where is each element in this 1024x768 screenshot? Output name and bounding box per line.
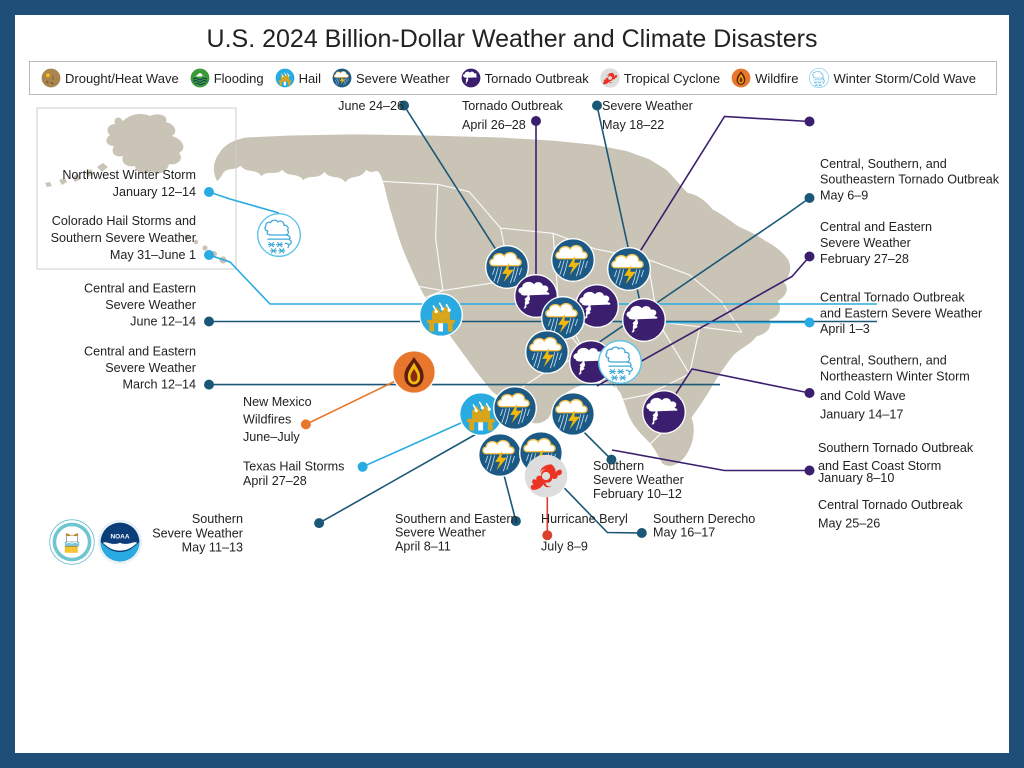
svg-text:Wildfires: Wildfires [243, 413, 291, 427]
svg-text:April 27–28: April 27–28 [243, 474, 307, 488]
svg-text:Texas Hail Storms: Texas Hail Storms [243, 459, 344, 473]
svg-text:Southern Tornado Outbreak: Southern Tornado Outbreak [818, 441, 974, 455]
svg-text:Southern: Southern [192, 512, 243, 526]
svg-text:June 12–14: June 12–14 [130, 315, 196, 329]
svg-text:May 18–22: May 18–22 [602, 118, 664, 132]
svg-text:Colorado Hail Storms and: Colorado Hail Storms and [52, 214, 196, 228]
svg-text:Hurricane Beryl: Hurricane Beryl [541, 512, 628, 526]
svg-text:Central Tornado Outbreak: Central Tornado Outbreak [820, 290, 965, 304]
svg-text:Severe Weather: Severe Weather [152, 527, 243, 541]
svg-text:Northwest Winter Storm: Northwest Winter Storm [62, 168, 196, 182]
svg-text:Severe Weather: Severe Weather [593, 473, 684, 487]
svg-text:May 16–17: May 16–17 [653, 526, 715, 540]
svg-text:New Mexico: New Mexico [243, 395, 312, 409]
svg-text:Severe Weather: Severe Weather [105, 361, 196, 375]
svg-text:May 31–June 1: May 31–June 1 [110, 248, 196, 262]
svg-text:Severe Weather: Severe Weather [602, 99, 693, 113]
svg-text:Central and Eastern: Central and Eastern [820, 220, 932, 234]
svg-text:and Eastern Severe Weather: and Eastern Severe Weather [820, 306, 982, 320]
svg-text:January 8–10: January 8–10 [818, 471, 894, 485]
svg-text:May 25–26: May 25–26 [818, 516, 880, 530]
svg-text:February 27–28: February 27–28 [820, 252, 909, 266]
svg-text:February 10–12: February 10–12 [593, 487, 682, 501]
svg-text:May 6–9: May 6–9 [820, 189, 868, 203]
svg-text:July 8–9: July 8–9 [541, 540, 588, 554]
svg-text:May 11–13: May 11–13 [182, 541, 243, 555]
svg-text:Southern and Eastern: Southern and Eastern [395, 512, 518, 526]
svg-text:Southeastern Tornado Outbreak: Southeastern Tornado Outbreak [820, 173, 1000, 187]
svg-text:Severe Weather: Severe Weather [395, 526, 486, 540]
svg-text:Central and Eastern: Central and Eastern [84, 281, 196, 295]
svg-text:Southern Severe Weather: Southern Severe Weather [51, 231, 196, 245]
svg-text:April 26–28: April 26–28 [462, 118, 526, 132]
svg-text:January 12–14: January 12–14 [113, 185, 196, 199]
svg-text:April 8–11: April 8–11 [395, 540, 451, 554]
svg-text:June 24–26: June 24–26 [338, 99, 404, 113]
svg-text:June–July: June–July [243, 430, 300, 444]
svg-text:Central, Southern, and: Central, Southern, and [820, 157, 947, 171]
svg-text:Southern Derecho: Southern Derecho [653, 512, 755, 526]
svg-text:Central Tornado Outbreak: Central Tornado Outbreak [818, 498, 963, 512]
svg-text:Northeastern Winter Storm: Northeastern Winter Storm [820, 370, 970, 384]
svg-text:Southern: Southern [593, 459, 644, 473]
svg-text:Severe Weather: Severe Weather [820, 236, 911, 250]
svg-text:Tornado Outbreak: Tornado Outbreak [462, 99, 564, 113]
svg-text:and Cold Wave: and Cold Wave [820, 389, 906, 403]
svg-text:April 1–3: April 1–3 [820, 322, 870, 336]
svg-text:March 12–14: March 12–14 [122, 378, 196, 392]
svg-text:Severe Weather: Severe Weather [105, 298, 196, 312]
svg-text:January 14–17: January 14–17 [820, 407, 903, 421]
svg-text:Central, Southern, and: Central, Southern, and [820, 354, 947, 368]
svg-text:Central and Eastern: Central and Eastern [84, 344, 196, 358]
